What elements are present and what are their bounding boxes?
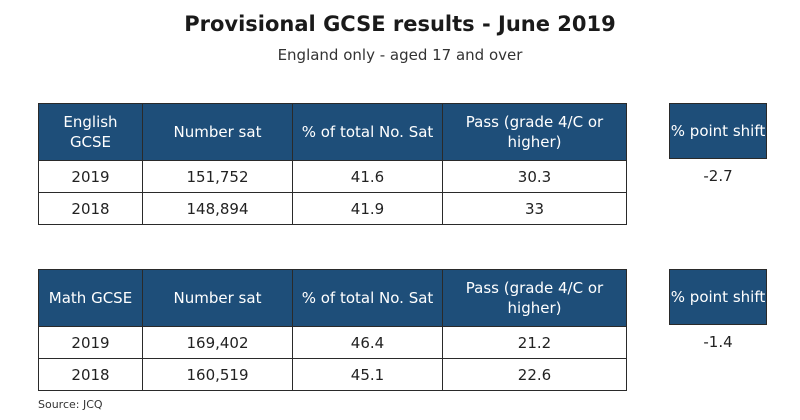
percent-total-cell: 46.4 xyxy=(292,326,443,359)
math-shift-value: -1.4 xyxy=(703,333,733,351)
header-percent-total: % of total No. Sat xyxy=(292,103,443,161)
page-title: Provisional GCSE results - June 2019 xyxy=(184,12,616,36)
table-row: 2018 160,519 45.1 22.6 xyxy=(38,358,627,391)
header-number-sat: Number sat xyxy=(142,269,293,327)
year-cell: 2019 xyxy=(38,160,143,193)
number-sat-cell: 169,402 xyxy=(142,326,293,359)
english-shift-header: % point shift xyxy=(669,103,767,159)
table-header-row: Math GCSE Number sat % of total No. Sat … xyxy=(38,269,627,327)
year-cell: 2018 xyxy=(38,192,143,225)
number-sat-cell: 151,752 xyxy=(142,160,293,193)
number-sat-cell: 160,519 xyxy=(142,358,293,391)
header-number-sat: Number sat xyxy=(142,103,293,161)
table-row: 2019 151,752 41.6 30.3 xyxy=(38,160,627,193)
table-row: 2019 169,402 46.4 21.2 xyxy=(38,326,627,359)
pass-cell: 33 xyxy=(442,192,627,225)
percent-total-cell: 41.6 xyxy=(292,160,443,193)
header-percent-total: % of total No. Sat xyxy=(292,269,443,327)
pass-cell: 22.6 xyxy=(442,358,627,391)
table-header-row: English GCSE Number sat % of total No. S… xyxy=(38,103,627,161)
table-row: 2018 148,894 41.9 33 xyxy=(38,192,627,225)
year-cell: 2018 xyxy=(38,358,143,391)
percent-total-cell: 41.9 xyxy=(292,192,443,225)
math-shift-header: % point shift xyxy=(669,269,767,325)
pass-cell: 30.3 xyxy=(442,160,627,193)
header-subject: English GCSE xyxy=(38,103,143,161)
year-cell: 2019 xyxy=(38,326,143,359)
source-note: Source: JCQ xyxy=(38,398,103,411)
english-results-table: English GCSE Number sat % of total No. S… xyxy=(38,103,627,225)
percent-total-cell: 45.1 xyxy=(292,358,443,391)
header-pass: Pass (grade 4/C or higher) xyxy=(442,103,627,161)
math-results-table: Math GCSE Number sat % of total No. Sat … xyxy=(38,269,627,391)
number-sat-cell: 148,894 xyxy=(142,192,293,225)
header-pass: Pass (grade 4/C or higher) xyxy=(442,269,627,327)
header-subject: Math GCSE xyxy=(38,269,143,327)
page-subtitle: England only - aged 17 and over xyxy=(277,46,523,64)
pass-cell: 21.2 xyxy=(442,326,627,359)
english-shift-value: -2.7 xyxy=(703,167,733,185)
